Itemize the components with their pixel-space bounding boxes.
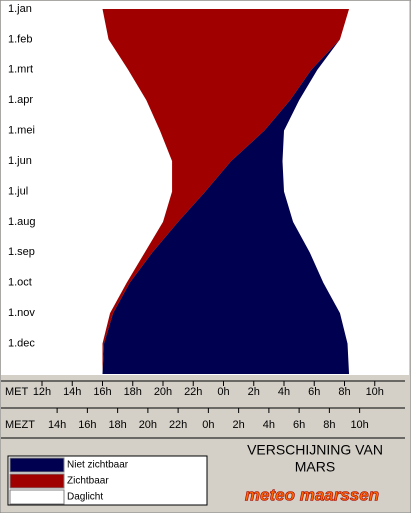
y-tick-label: 1.jan [8, 3, 32, 15]
x2-tick-label: 2h [233, 419, 245, 431]
x-tick-label: 8h [338, 386, 350, 398]
x-tick-label: 14h [63, 386, 81, 398]
x-tick-label: 2h [248, 386, 260, 398]
x-tick-label: 6h [308, 386, 320, 398]
x-tick-label: 16h [93, 386, 111, 398]
x-tick-label: 20h [154, 386, 172, 398]
x-tick-label: 4h [278, 386, 290, 398]
y-tick-label: 1.oct [8, 277, 32, 289]
x-tick-label: 18h [124, 386, 142, 398]
y-tick-label: 1.mrt [8, 64, 33, 76]
chart-subtitle: MARS [295, 459, 335, 475]
legend-label: Daglicht [67, 492, 103, 503]
x-axis-label: MET [5, 386, 29, 398]
y-tick-label: 1.jun [8, 155, 32, 167]
x-tick-label: 22h [184, 386, 202, 398]
x2-tick-label: 16h [78, 419, 96, 431]
y-tick-label: 1.sep [8, 246, 35, 258]
y-tick-label: 1.feb [8, 33, 32, 45]
visible-area [102, 9, 350, 374]
x2-tick-label: 0h [202, 419, 214, 431]
y-tick-label: 1.mei [8, 125, 35, 137]
y-tick-label: 1.dec [8, 337, 35, 349]
x-tick-label: 0h [217, 386, 229, 398]
legend-label: Zichtbaar [67, 476, 109, 487]
y-tick-label: 1.jul [8, 185, 28, 197]
legend-swatch [9, 473, 65, 489]
x2-tick-label: 10h [350, 419, 368, 431]
x2-axis-label: MEZT [5, 419, 35, 431]
y-tick-label: 1.nov [8, 307, 35, 319]
legend-label: Niet zichtbaar [67, 460, 129, 471]
x2-tick-label: 6h [293, 419, 305, 431]
x2-tick-label: 8h [323, 419, 335, 431]
x2-tick-label: 14h [48, 419, 66, 431]
legend-swatch [9, 457, 65, 473]
x2-tick-label: 20h [139, 419, 157, 431]
x2-tick-label: 4h [263, 419, 275, 431]
x2-tick-label: 22h [169, 419, 187, 431]
invisible-area [102, 9, 350, 374]
x-tick-label: 12h [33, 386, 51, 398]
x2-tick-label: 18h [108, 419, 126, 431]
y-tick-label: 1.apr [8, 94, 33, 106]
x-tick-label: 10h [366, 386, 384, 398]
legend-swatch [9, 489, 65, 505]
brand: meteo maarssen [245, 485, 379, 504]
chart-title: VERSCHIJNING VAN [247, 442, 383, 458]
y-tick-label: 1.aug [8, 216, 36, 228]
